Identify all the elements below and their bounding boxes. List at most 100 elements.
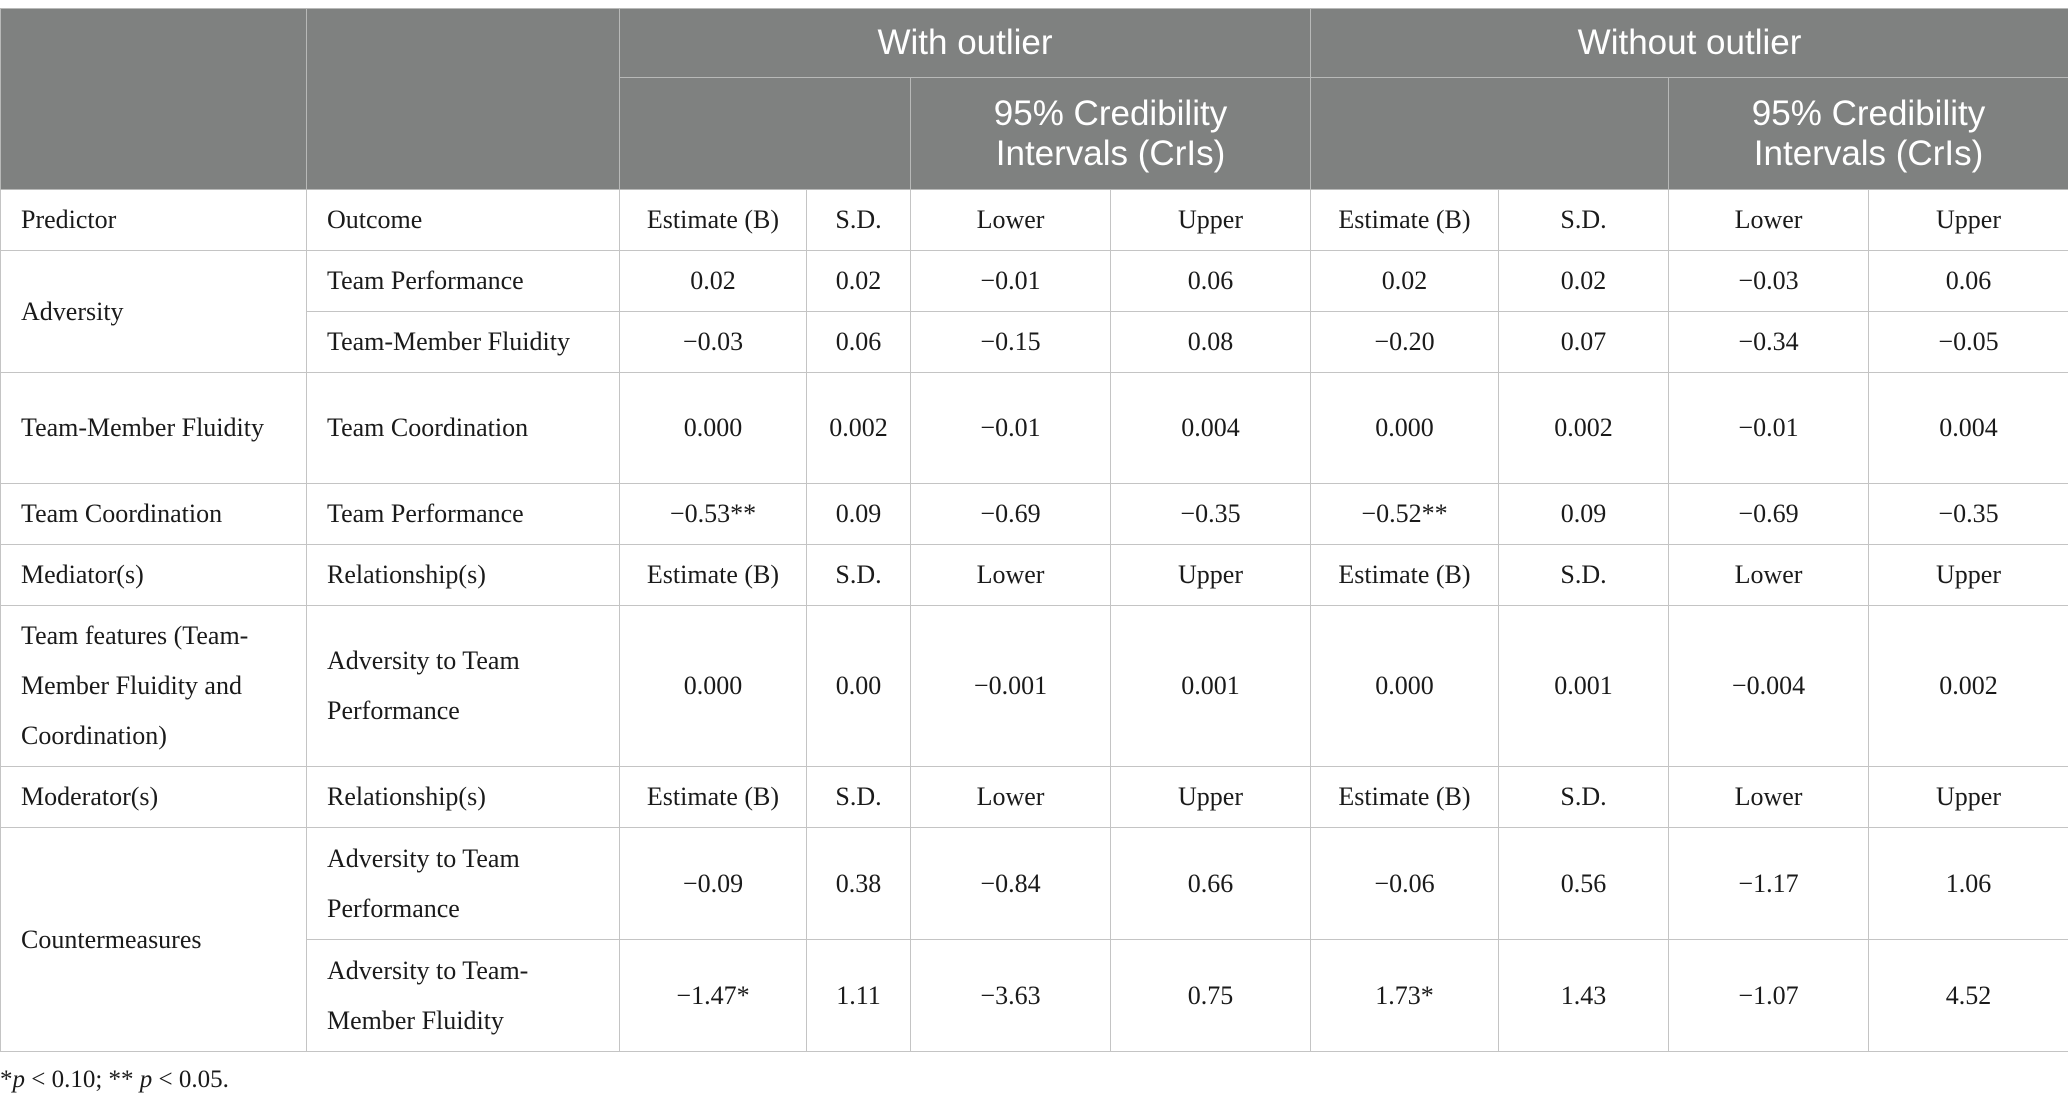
column-label: S.D. [1498,766,1669,828]
column-label: Estimate (B) [619,189,807,251]
cell-value: 0.38 [806,827,911,940]
header-cri-with: 95% Credibility Intervals (CrIs) [910,77,1311,190]
column-label: Upper [1867,544,2068,606]
row-label: Team Performance [306,250,620,312]
section-label: Relationship(s) [306,544,620,606]
row-label: Adversity [0,250,307,373]
cell-value: 0.000 [619,605,807,767]
table-row: Countermeasures Adversity to Team Perfor… [0,827,2068,1052]
cell-value: −0.001 [910,605,1111,767]
table-row: Team Coordination Team Performance −0.53… [0,483,2068,545]
row-label: Team Coordination [306,372,620,484]
cell-value: 0.000 [1310,605,1499,767]
cell-value: 0.000 [1310,372,1499,484]
table-row: Adversity Team Performance 0.02 0.02 −0.… [0,250,2068,373]
footnote-p-symbol: p [139,1066,153,1093]
cell-value: 0.02 [619,250,807,312]
cell-value: −1.17 [1668,827,1869,940]
header-blank-with [619,77,911,190]
cell-value: 1.73* [1310,939,1499,1052]
cell-value: 0.66 [1110,827,1311,940]
table-row: Team-Member Fluidity Team Coordination 0… [0,372,2068,484]
cell-value: 0.004 [1110,372,1311,484]
column-label: Outcome [306,189,620,251]
row-label: Team Coordination [0,483,307,545]
table-row: Adversity to Team-Member Fluidity −1.47*… [1,939,2068,1052]
column-label: Estimate (B) [619,544,807,606]
cell-value: 0.001 [1498,605,1669,767]
cell-value: −0.84 [910,827,1111,940]
cell-value: −0.69 [910,483,1111,545]
cell-value: 0.00 [806,605,911,767]
header-blank-without [1310,77,1669,190]
cell-value: 0.000 [619,372,807,484]
column-label: S.D. [806,189,911,251]
cell-value: 1.06 [1867,827,2068,940]
table-row: Team features (Team-Member Fluidity and … [0,605,2068,767]
column-label: Lower [1668,766,1869,828]
column-label: S.D. [1498,189,1669,251]
cell-value: 0.06 [1867,250,2068,312]
cell-value: 1.43 [1498,939,1669,1052]
cell-value: 4.52 [1867,939,2068,1052]
cell-value: −0.69 [1668,483,1869,545]
row-label: Team-Member Fluidity [0,372,307,484]
table-footnote: *p < 0.10; ** p < 0.05. [0,1066,229,1094]
cell-value: −0.03 [1668,250,1869,312]
column-label: S.D. [806,544,911,606]
cell-value: 0.002 [1498,372,1669,484]
cell-value: 1.11 [806,939,911,1052]
column-label: Estimate (B) [1310,544,1499,606]
header-without-outlier: Without outlier [1309,8,2068,78]
cell-value: 0.09 [1498,483,1669,545]
column-label: Estimate (B) [1310,189,1499,251]
cell-value: −0.06 [1310,827,1499,940]
cell-value: −0.35 [1867,483,2068,545]
column-label: Estimate (B) [619,766,807,828]
cell-value: −0.53** [619,483,807,545]
column-label: S.D. [806,766,911,828]
cell-value: 0.75 [1110,939,1311,1052]
cell-value: −0.01 [910,372,1111,484]
cell-value: −3.63 [910,939,1111,1052]
cell-value: 0.56 [1498,827,1669,940]
row-label: Team-Member Fluidity [306,311,620,373]
cell-value: 0.02 [806,250,911,312]
cell-value: −0.03 [619,311,807,373]
table-row: Team-Member Fluidity −0.03 0.06 −0.15 0.… [1,311,2068,373]
row-label: Team Performance [306,483,620,545]
column-label: Lower [910,544,1111,606]
cell-value: 0.07 [1498,311,1669,373]
table-row: Moderator(s) Relationship(s) Estimate (B… [0,766,2068,828]
cell-value: 0.02 [1310,250,1499,312]
section-label: Moderator(s) [0,766,307,828]
column-label: Predictor [0,189,307,251]
table-row: Predictor Outcome Estimate (B) S.D. Lowe… [0,189,2068,251]
column-label: Estimate (B) [1310,766,1499,828]
cell-value: 0.02 [1498,250,1669,312]
cell-value: −1.47* [619,939,807,1052]
cell-value: 0.09 [806,483,911,545]
row-label: Adversity to Team Performance [306,827,620,940]
header-blank-predictor [0,8,307,190]
row-label: Countermeasures [0,827,307,1052]
footnote-text: < 0.05. [152,1066,229,1093]
column-label: Upper [1110,766,1311,828]
cell-value: −0.15 [910,311,1111,373]
column-label: Lower [1668,189,1869,251]
cell-value: −0.34 [1668,311,1869,373]
column-label: Lower [910,189,1111,251]
cell-value: −0.20 [1310,311,1499,373]
cell-value: 0.004 [1867,372,2068,484]
cell-value: −1.07 [1668,939,1869,1052]
results-table: With outlier Without outlier 95% Credibi… [0,8,2068,1052]
cell-value: −0.52** [1310,483,1499,545]
column-label: Upper [1867,766,2068,828]
footnote-star: * [0,1066,13,1093]
column-label: Upper [1110,544,1311,606]
cell-value: 0.002 [806,372,911,484]
column-label: Upper [1110,189,1311,251]
column-label: Lower [1668,544,1869,606]
footnote-text: < 0.10; ** [25,1066,140,1093]
cell-value: −0.01 [1668,372,1869,484]
